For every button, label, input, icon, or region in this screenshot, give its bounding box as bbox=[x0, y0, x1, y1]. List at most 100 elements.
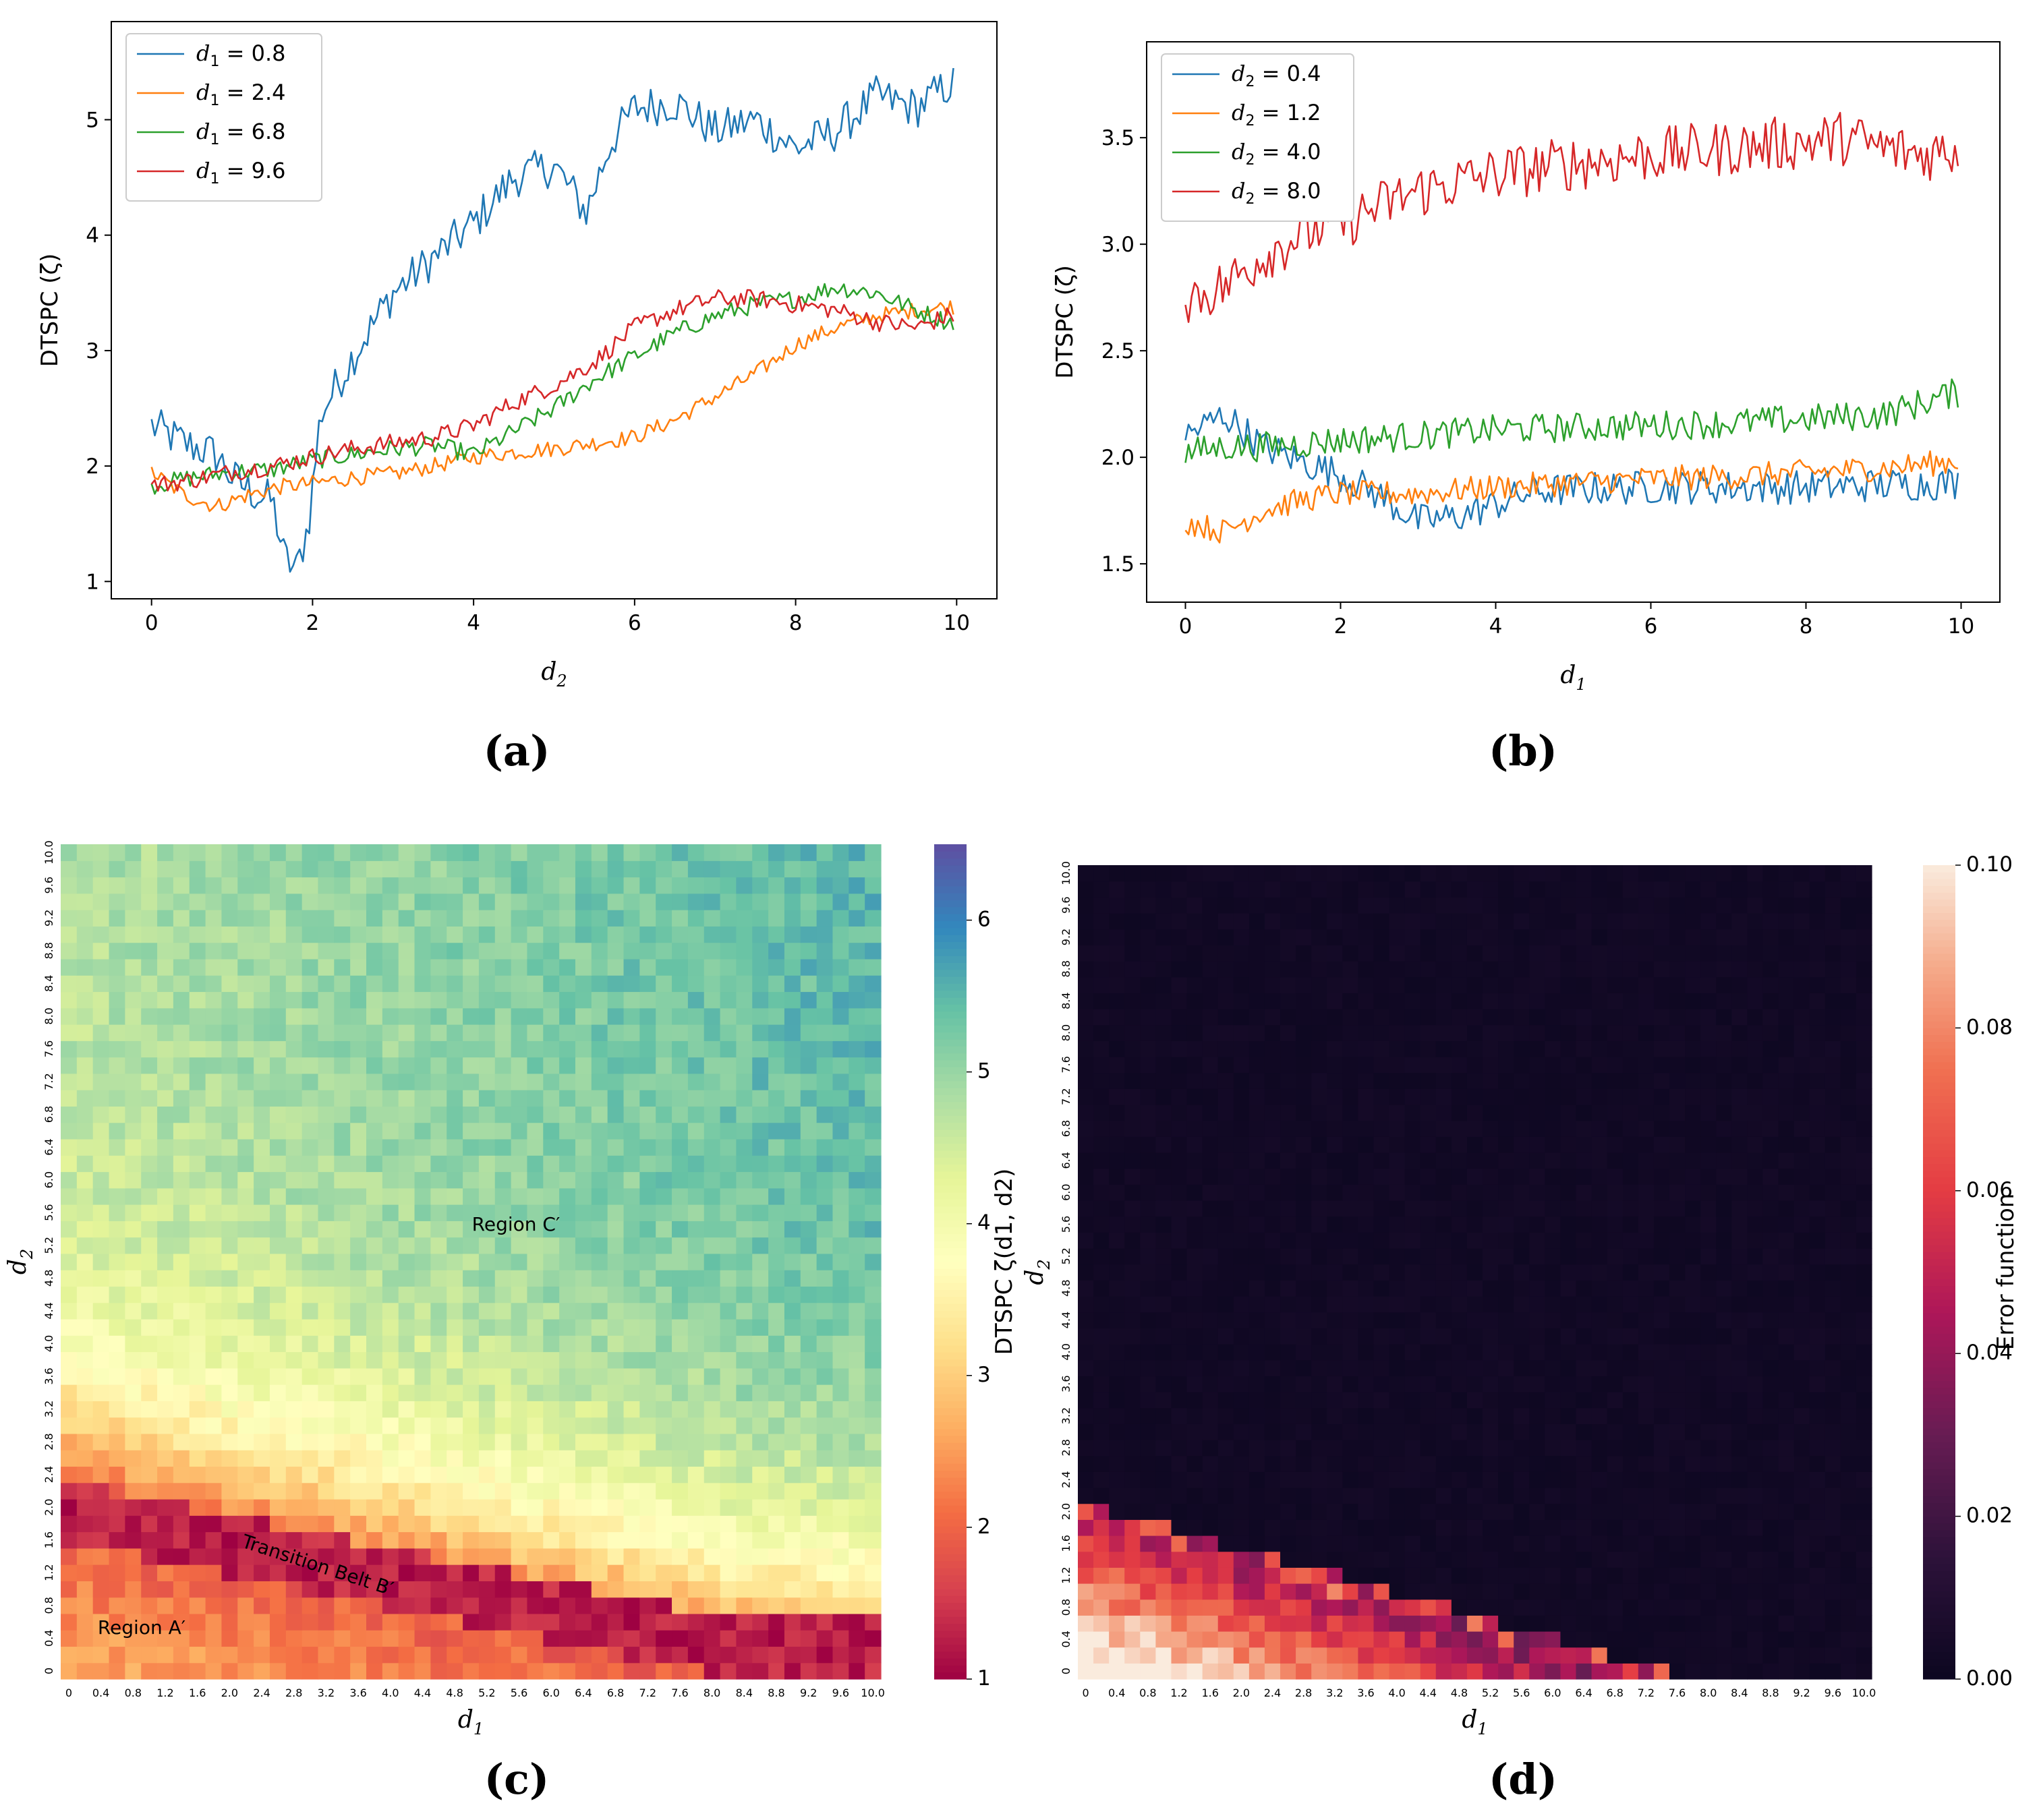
heatmap-cell bbox=[1498, 1200, 1514, 1217]
heatmap-cell bbox=[173, 1548, 190, 1565]
heatmap-cell bbox=[447, 1646, 463, 1664]
heatmap-cell bbox=[125, 860, 142, 878]
heatmap-cell bbox=[398, 1187, 415, 1205]
heatmap-cell bbox=[865, 1335, 882, 1353]
heatmap-cell bbox=[1311, 1440, 1327, 1457]
heatmap-cell bbox=[1280, 1519, 1296, 1536]
heatmap-cell bbox=[703, 1335, 721, 1353]
heatmap-cell bbox=[1078, 1184, 1094, 1201]
heatmap-cell bbox=[849, 1466, 865, 1484]
heatmap-cell bbox=[1793, 1567, 1810, 1584]
heatmap-cell bbox=[703, 1138, 721, 1156]
heatmap-cell bbox=[494, 975, 512, 993]
heatmap-cell bbox=[639, 1040, 656, 1058]
heatmap-cell bbox=[382, 1335, 399, 1353]
heatmap-cell bbox=[1171, 1567, 1188, 1584]
heatmap-cell bbox=[398, 1171, 415, 1189]
heatmap-cell bbox=[1358, 1615, 1375, 1632]
heatmap-cell bbox=[800, 1221, 817, 1238]
heatmap-cell bbox=[1248, 1344, 1265, 1361]
heatmap-cell bbox=[414, 1515, 431, 1533]
heatmap-cell bbox=[832, 1057, 849, 1074]
heatmap-cell bbox=[1762, 1072, 1779, 1089]
heatmap-cell bbox=[173, 1171, 190, 1189]
heatmap-cell bbox=[1078, 1407, 1094, 1424]
heatmap-cell bbox=[494, 1024, 512, 1041]
heatmap-cell bbox=[1731, 1248, 1748, 1265]
heatmap-cell bbox=[1155, 1136, 1172, 1153]
heatmap-cell bbox=[92, 1384, 110, 1401]
heatmap-cell bbox=[1327, 1583, 1343, 1600]
heatmap-cell bbox=[350, 1171, 367, 1189]
heatmap-cell bbox=[173, 926, 190, 943]
heatmap-cell bbox=[687, 1171, 705, 1189]
heatmap-cell bbox=[1233, 1105, 1250, 1121]
heatmap-cell bbox=[849, 1204, 865, 1221]
heatmap-cell bbox=[269, 1007, 287, 1025]
heatmap-cell bbox=[623, 1466, 640, 1484]
heatmap-cell bbox=[398, 1270, 415, 1287]
heatmap-cell bbox=[656, 1597, 672, 1614]
heatmap-cell bbox=[318, 1204, 335, 1221]
heatmap-cell bbox=[463, 1253, 480, 1270]
heatmap-cell bbox=[269, 1482, 287, 1500]
heatmap-cell bbox=[1233, 1264, 1250, 1281]
y-tick-label: 2.5 bbox=[1101, 339, 1135, 363]
heatmap-cell bbox=[672, 893, 689, 910]
heatmap-cell bbox=[334, 1302, 351, 1320]
heatmap-cell bbox=[1202, 1455, 1219, 1472]
heatmap-cell bbox=[1529, 1344, 1545, 1361]
heatmap-cell bbox=[254, 1024, 270, 1041]
heatmap-cell bbox=[334, 877, 351, 894]
heatmap-cell bbox=[1186, 1344, 1203, 1361]
heatmap-cell bbox=[1778, 1232, 1795, 1249]
heatmap-cell bbox=[1466, 1057, 1483, 1074]
heatmap-cell bbox=[1311, 1040, 1327, 1057]
colorbar-segment bbox=[934, 885, 967, 893]
heatmap-cell bbox=[61, 910, 78, 927]
heatmap-cell bbox=[1576, 1136, 1592, 1153]
heatmap-cell bbox=[254, 1253, 270, 1270]
heatmap-cell bbox=[269, 1138, 287, 1156]
heatmap-cell bbox=[350, 844, 367, 861]
heatmap-cell bbox=[189, 1466, 206, 1484]
heatmap-cell bbox=[318, 1630, 335, 1647]
heatmap-cell bbox=[800, 893, 817, 910]
heatmap-cell bbox=[285, 1450, 303, 1467]
heatmap-cell bbox=[494, 1433, 512, 1450]
heatmap-cell bbox=[1264, 1312, 1281, 1328]
heatmap-cell bbox=[430, 1351, 447, 1369]
heatmap-cell bbox=[1576, 1152, 1592, 1169]
heatmap-cell bbox=[849, 1384, 865, 1401]
heatmap-cell bbox=[849, 1221, 865, 1238]
heatmap-cell bbox=[816, 860, 834, 878]
heatmap-cell bbox=[398, 1548, 415, 1565]
heatmap-cell bbox=[237, 1073, 254, 1090]
heatmap-cell bbox=[414, 1417, 431, 1434]
heatmap-cell bbox=[430, 1171, 447, 1189]
heatmap-cell bbox=[1109, 1152, 1125, 1169]
heatmap-cell bbox=[1109, 1647, 1125, 1664]
heatmap-cell bbox=[1825, 1583, 1841, 1600]
heatmap-cell bbox=[784, 1138, 801, 1156]
heatmap-cell bbox=[301, 1498, 319, 1516]
heatmap-cell bbox=[1202, 1152, 1219, 1169]
heatmap-cell bbox=[816, 1138, 834, 1156]
heatmap-cell bbox=[447, 844, 463, 861]
heatmap-cell bbox=[1280, 1168, 1296, 1185]
heatmap-cell bbox=[1622, 1232, 1639, 1249]
heatmap-cell bbox=[254, 1581, 270, 1598]
heatmap-cell bbox=[189, 1515, 206, 1533]
heatmap-cell bbox=[1716, 1376, 1732, 1392]
heatmap-cell bbox=[1280, 1407, 1296, 1424]
heatmap-cell bbox=[1700, 1488, 1717, 1504]
heatmap-cell bbox=[1483, 1376, 1499, 1392]
heatmap-cell bbox=[720, 1613, 737, 1631]
colorbar-segment bbox=[934, 1122, 967, 1130]
heatmap-cell bbox=[1825, 1184, 1841, 1201]
heatmap-cell bbox=[1233, 1615, 1250, 1632]
heatmap-cell bbox=[205, 1351, 223, 1369]
heatmap-cell bbox=[1793, 1105, 1810, 1121]
heatmap-cell bbox=[1622, 1072, 1639, 1089]
heatmap-cell bbox=[832, 1106, 849, 1123]
